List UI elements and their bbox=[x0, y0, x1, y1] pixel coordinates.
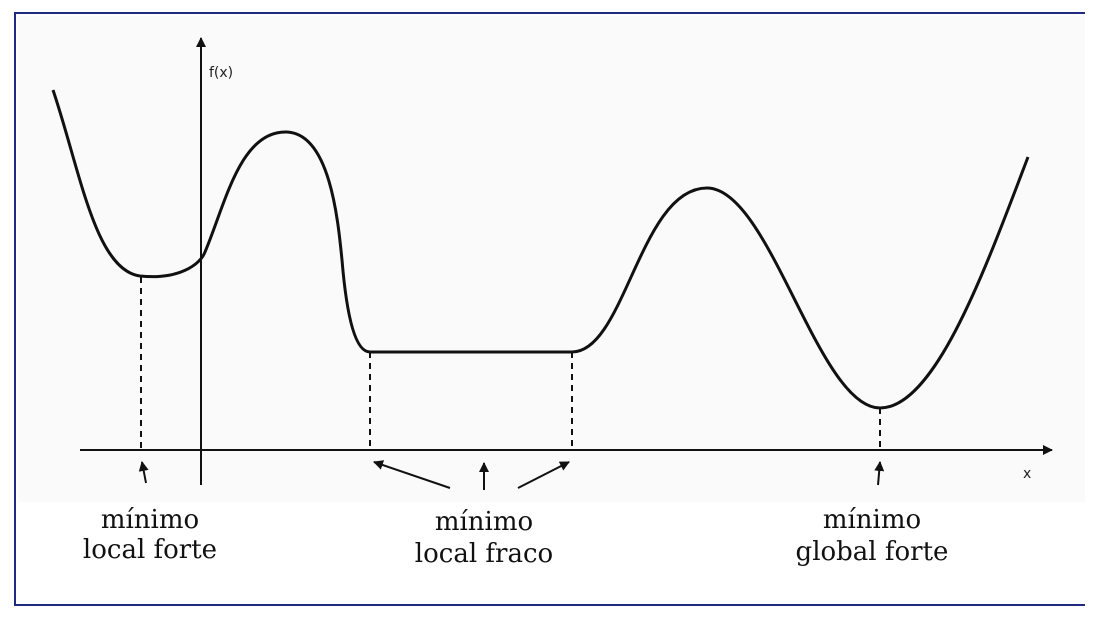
global-min-arrow bbox=[874, 461, 885, 486]
strong-local-min-caption-line1: mínimo bbox=[101, 505, 199, 535]
y-axis-label: f(x) bbox=[209, 65, 233, 81]
function-curve bbox=[51, 89, 1030, 410]
strong-local-min-arrow bbox=[138, 461, 149, 484]
strong-local-min-caption-line2: local forte bbox=[83, 535, 217, 565]
weak-local-min-left-arrow bbox=[373, 460, 451, 489]
plot-panel bbox=[18, 16, 1085, 502]
global-min-caption-line2: global forte bbox=[796, 537, 949, 567]
weak-local-min-caption-line1: mínimo bbox=[435, 507, 533, 537]
global-min-caption-line1: mínimo bbox=[823, 505, 921, 535]
frame-border bbox=[14, 12, 1085, 606]
weak-local-min-caption-line2: local fraco bbox=[415, 539, 553, 569]
x-axis-label: x bbox=[1023, 466, 1031, 482]
weak-local-min-right-arrow bbox=[517, 461, 570, 489]
